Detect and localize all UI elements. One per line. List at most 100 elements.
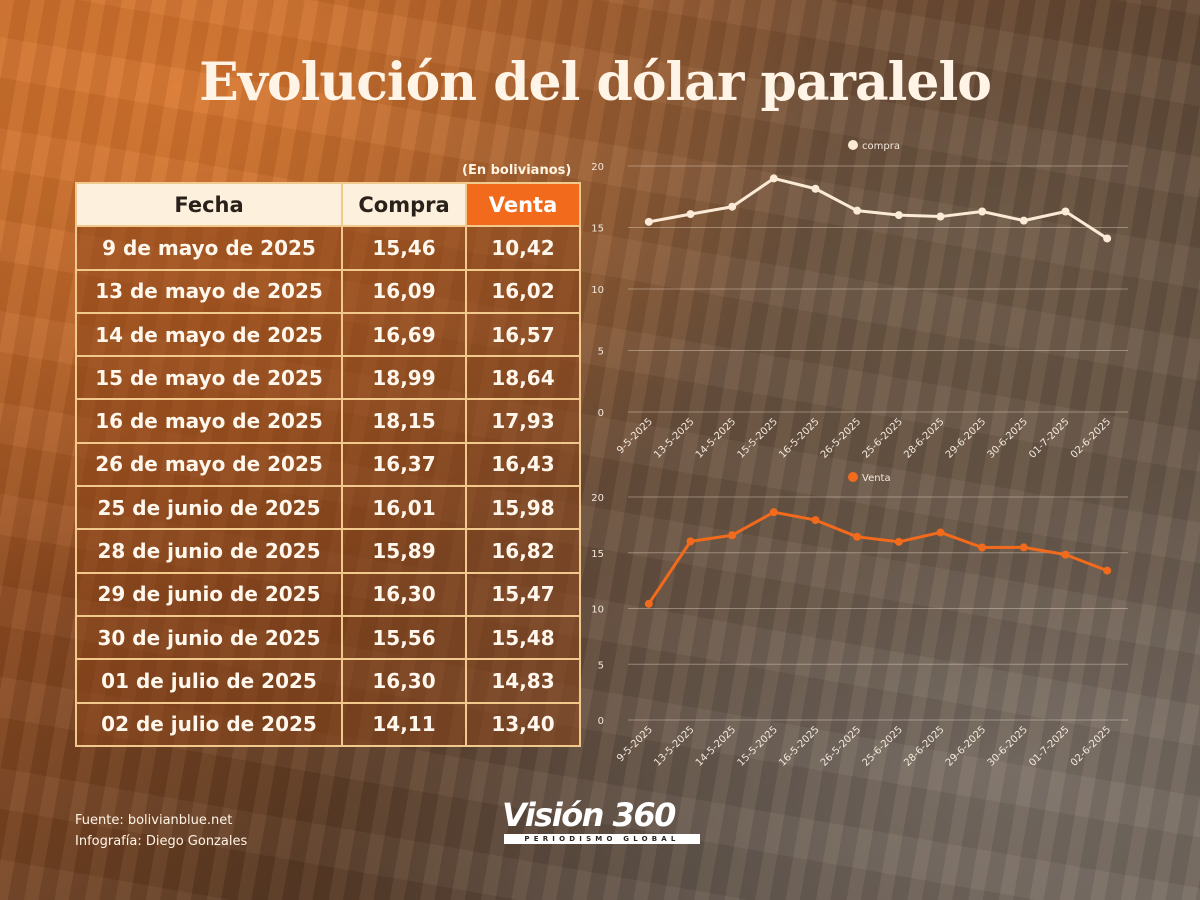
cell-venta: 16,02	[465, 268, 581, 314]
cell-fecha: 25 de junio de 2025	[75, 485, 343, 531]
credit-text: Infografía: Diego Gonzales	[75, 834, 248, 849]
cell-fecha: 30 de junio de 2025	[75, 614, 343, 661]
cell-fecha: 28 de junio de 2025	[75, 528, 343, 574]
cell-compra: 18,99	[341, 355, 467, 401]
data-point	[644, 599, 653, 608]
cell-venta: 14,83	[465, 658, 581, 704]
x-tick-label: 28-6-2025	[902, 724, 946, 768]
cell-venta: 10,42	[465, 225, 581, 271]
table-row: 01 de julio de 2025 16,30 14,83	[75, 658, 581, 704]
table-row: 9 de mayo de 2025 15,46 10,42	[75, 225, 581, 271]
legend-label: Venta	[862, 473, 891, 484]
header-venta: Venta	[465, 181, 581, 228]
y-tick-label: 0	[598, 716, 604, 727]
x-tick-label: 14-5-2025	[694, 724, 738, 768]
cell-fecha: 29 de junio de 2025	[75, 571, 343, 617]
cell-fecha: 02 de julio de 2025	[75, 701, 343, 747]
cell-compra: 15,46	[341, 225, 467, 271]
x-tick-label: 02-6-2025	[1069, 416, 1113, 460]
data-point	[853, 206, 862, 215]
series-line	[647, 510, 1108, 605]
cell-compra: 15,89	[341, 528, 467, 574]
cell-fecha: 16 de mayo de 2025	[75, 398, 343, 444]
cell-venta: 15,48	[465, 614, 581, 661]
data-point	[1061, 550, 1070, 559]
cell-compra: 14,11	[341, 701, 467, 747]
data-point	[1103, 566, 1112, 575]
x-tick-label: 13-5-2025	[652, 416, 696, 460]
data-point	[728, 202, 737, 211]
footer-credits: Fuente: bolivianblue.net Infografía: Die…	[75, 810, 247, 852]
cell-compra: 16,30	[341, 571, 467, 617]
x-tick-label: 01-7-2025	[1027, 416, 1071, 460]
table-row: 15 de mayo de 2025 18,99 18,64	[75, 355, 581, 401]
logo-text: Visión 360	[502, 796, 676, 834]
x-tick-label: 30-6-2025	[986, 416, 1030, 460]
x-tick-label: 28-6-2025	[902, 416, 946, 460]
cell-venta: 17,93	[465, 398, 581, 444]
x-tick-label: 26-5-2025	[819, 724, 863, 768]
y-tick-label: 20	[591, 162, 604, 173]
legend-marker	[848, 140, 858, 150]
cell-compra: 16,01	[341, 485, 467, 531]
y-tick-label: 15	[591, 224, 604, 235]
cell-venta: 15,47	[465, 571, 581, 617]
table-row: 13 de mayo de 2025 16,09 16,02	[75, 268, 581, 314]
cell-venta: 16,57	[465, 311, 581, 358]
table-row: 30 de junio de 2025 15,56 15,48	[75, 614, 581, 661]
y-tick-label: 5	[598, 660, 604, 671]
y-tick-label: 15	[591, 549, 604, 560]
y-tick-label: 5	[598, 347, 604, 358]
x-tick-label: 14-5-2025	[694, 416, 738, 460]
data-point	[1061, 207, 1070, 216]
data-point	[1019, 216, 1028, 225]
data-point	[978, 207, 987, 216]
data-point	[853, 532, 862, 541]
venta-line-chart: Venta051015209-5-202513-5-202514-5-20251…	[591, 472, 1128, 769]
data-point	[728, 531, 737, 540]
cell-venta: 13,40	[465, 701, 581, 747]
table-header-row: Fecha Compra Venta	[75, 181, 581, 228]
data-point	[769, 174, 778, 183]
x-tick-label: 01-7-2025	[1027, 724, 1071, 768]
x-tick-label: 13-5-2025	[652, 724, 696, 768]
x-tick-label: 15-5-2025	[736, 416, 780, 460]
cell-compra: 16,69	[341, 311, 467, 358]
logo-tagline: PERIODISMO GLOBAL	[504, 834, 700, 844]
header-compra: Compra	[341, 181, 467, 228]
data-point	[811, 184, 820, 193]
legend-label: compra	[862, 141, 900, 152]
table-row: 02 de julio de 2025 14,11 13,40	[75, 701, 581, 747]
exchange-rate-table: Fecha Compra Venta 9 de mayo de 2025 15,4…	[75, 181, 581, 747]
cell-venta: 18,64	[465, 355, 581, 401]
cell-fecha: 13 de mayo de 2025	[75, 268, 343, 314]
cell-compra: 16,37	[341, 441, 467, 488]
header-fecha: Fecha	[75, 181, 343, 228]
vision360-logo: Visión 360 PERIODISMO GLOBAL	[502, 796, 702, 846]
cell-venta: 15,98	[465, 485, 581, 531]
compra-line-chart: compra 0 5 10 15 20 9-5-202513-5-202514-5-2025…	[591, 140, 1128, 461]
x-tick-label: 02-6-2025	[1069, 724, 1113, 768]
x-tick-label: 16-5-2025	[777, 416, 821, 460]
data-point	[686, 537, 695, 546]
table-row: 25 de junio de 2025 16,01 15,98	[75, 485, 581, 531]
cell-fecha: 01 de julio de 2025	[75, 658, 343, 704]
unit-note: (En bolivianos)	[462, 163, 572, 178]
cell-fecha: 15 de mayo de 2025	[75, 355, 343, 401]
y-tick-label: 10	[591, 285, 604, 296]
cell-compra: 18,15	[341, 398, 467, 444]
y-tick-label: 20	[591, 493, 604, 504]
x-tick-label: 29-6-2025	[944, 724, 988, 768]
cell-fecha: 9 de mayo de 2025	[75, 225, 343, 271]
x-tick-label: 15-5-2025	[736, 724, 780, 768]
table-row: 29 de junio de 2025 16,30 15,47	[75, 571, 581, 617]
cell-fecha: 26 de mayo de 2025	[75, 441, 343, 488]
cell-compra: 16,09	[341, 268, 467, 314]
table-row: 26 de mayo de 2025 16,37 16,43	[75, 441, 581, 488]
data-point	[1019, 543, 1028, 552]
data-point	[811, 516, 820, 525]
cell-compra: 16,30	[341, 658, 467, 704]
data-point	[936, 212, 945, 221]
x-tick-label: 30-6-2025	[986, 724, 1030, 768]
x-tick-label: 25-6-2025	[861, 724, 905, 768]
